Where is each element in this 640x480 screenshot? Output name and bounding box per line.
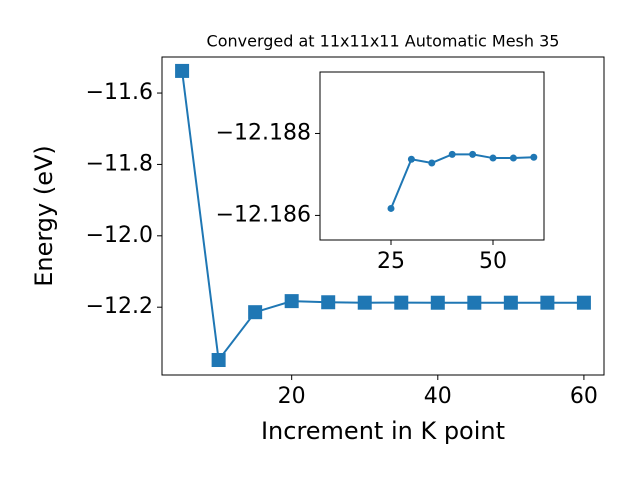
axes-frame (319, 71, 545, 241)
marker (469, 150, 477, 158)
y-axis-label: Energy (eV) (30, 145, 58, 287)
marker (448, 150, 456, 158)
y-tick-label: −12.188 (216, 120, 311, 145)
marker (394, 295, 409, 310)
axes-frame (161, 56, 605, 376)
marker (284, 294, 299, 309)
marker (540, 295, 555, 310)
x-axis-label: Increment in K point (261, 417, 505, 445)
marker (467, 295, 482, 310)
marker (509, 154, 517, 162)
plot-content (387, 150, 538, 212)
marker (576, 295, 591, 310)
plot-content (175, 63, 591, 368)
x-tick-label: 20 (278, 384, 306, 409)
y-tick-label: −12.2 (86, 294, 153, 319)
marker (530, 153, 538, 161)
marker (503, 295, 518, 310)
x-tick-label: 40 (424, 384, 452, 409)
marker (357, 295, 372, 310)
marker (430, 295, 445, 310)
x-tick-label: 25 (377, 249, 405, 274)
marker (321, 295, 336, 310)
marker (175, 63, 190, 78)
marker (428, 159, 436, 167)
marker (407, 155, 415, 163)
y-tick-label: −11.8 (86, 151, 153, 176)
y-tick-label: −12.186 (216, 202, 311, 227)
marker (387, 204, 395, 212)
chart-title: Converged at 11x11x11 Automatic Mesh 35 (207, 32, 560, 51)
x-tick-label: 50 (479, 249, 507, 274)
y-tick-label: −11.6 (86, 80, 153, 105)
plot-area (320, 72, 544, 240)
marker (489, 154, 497, 162)
marker (248, 305, 263, 320)
y-tick-label: −12.0 (86, 223, 153, 248)
marker (211, 353, 226, 368)
x-tick-label: 60 (570, 384, 598, 409)
